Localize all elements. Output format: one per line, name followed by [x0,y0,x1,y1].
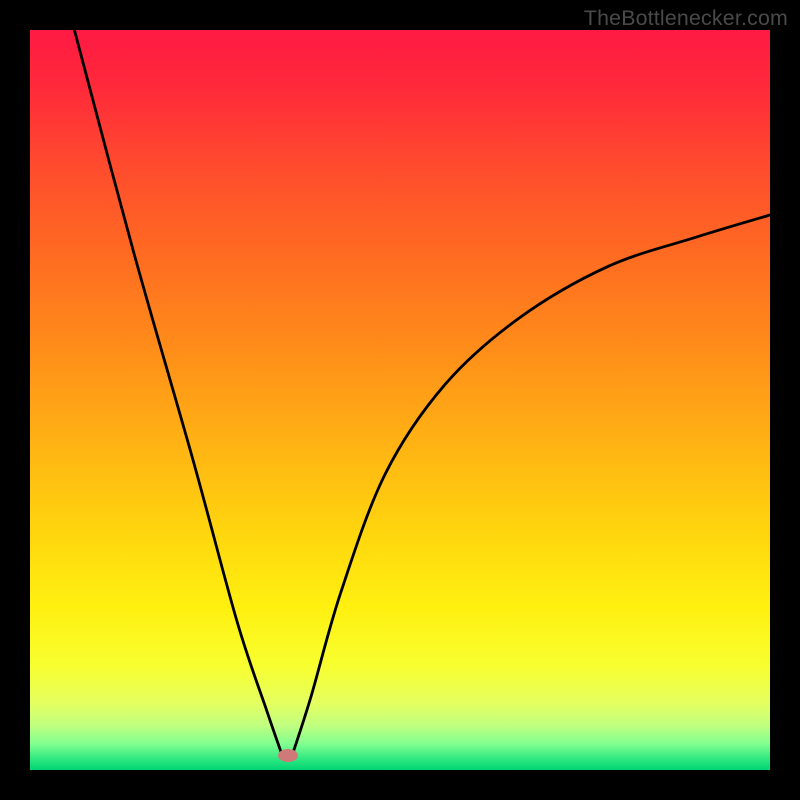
watermark-text: TheBottlenecker.com [584,6,788,31]
bottleneck-curve [30,30,770,770]
plot-area [30,30,770,770]
chart-frame: TheBottlenecker.com [0,0,800,800]
optimum-marker [278,749,298,762]
